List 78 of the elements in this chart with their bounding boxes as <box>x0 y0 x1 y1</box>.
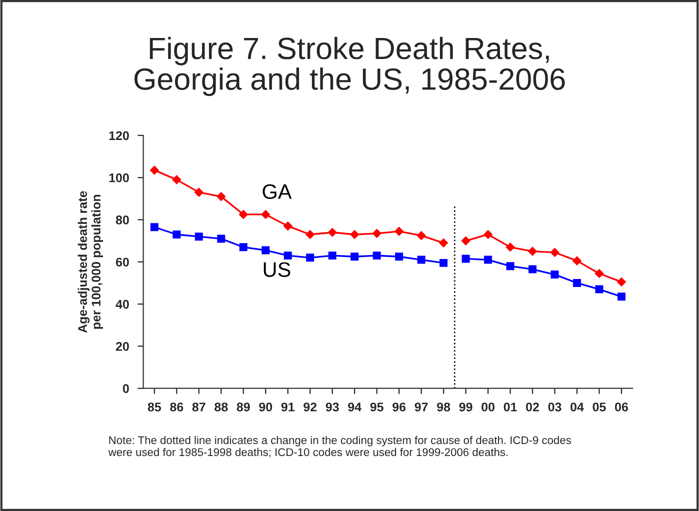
point <box>172 175 182 184</box>
point <box>484 256 492 264</box>
y-tick-label: 80 <box>116 216 129 224</box>
point <box>306 230 315 239</box>
point <box>350 230 360 239</box>
x-tick-label: 93 <box>326 402 339 412</box>
point <box>150 166 159 175</box>
point <box>216 192 226 201</box>
y-tick-label: 40 <box>116 300 129 309</box>
point <box>261 210 270 219</box>
x-tick-label: 92 <box>304 402 317 412</box>
point <box>283 222 292 231</box>
point <box>506 242 515 252</box>
point <box>262 246 270 254</box>
point <box>440 258 448 267</box>
x-tick-label: 01 <box>504 402 517 412</box>
series-label: US <box>264 262 290 277</box>
point <box>484 230 492 239</box>
point <box>417 256 426 264</box>
point <box>395 252 404 261</box>
point <box>217 234 226 243</box>
point <box>572 256 582 266</box>
x-tick-label: 88 <box>214 402 228 412</box>
point <box>328 252 336 260</box>
point <box>573 278 581 287</box>
x-tick-label: 91 <box>281 402 294 412</box>
point <box>328 228 337 237</box>
point <box>372 228 382 238</box>
point <box>239 243 248 252</box>
x-tick-label: 03 <box>548 402 562 412</box>
x-tick-label: 00 <box>482 402 494 412</box>
point <box>506 262 514 270</box>
x-tick-label: 90 <box>259 402 272 412</box>
x-tick-label: 89 <box>236 402 250 412</box>
point <box>350 252 359 261</box>
point <box>416 231 426 240</box>
x-tick-label: 95 <box>370 402 384 412</box>
x-tick-label: 97 <box>414 402 428 412</box>
point <box>461 236 470 246</box>
y-tick-label: 20 <box>116 342 129 351</box>
x-tick-label: 87 <box>192 402 206 412</box>
text: Note: The dotted line indicates a change in the coding system for cause of death. ICD-9 codes were used for 1985-1998 deaths; ICD-10 codes were used for 1999-2006 deaths. <box>108 436 571 458</box>
point <box>550 270 559 279</box>
point <box>394 226 404 236</box>
chart-title: Figure 7. Stroke Death Rates, Georgia and the US, 1985-2006 <box>134 36 565 96</box>
point <box>172 230 181 238</box>
y-tick-label: 0 <box>122 384 129 394</box>
point <box>150 223 158 232</box>
y-tick-label: 60 <box>116 258 129 267</box>
point <box>528 246 537 256</box>
x-tick-label: 86 <box>170 402 184 412</box>
point <box>306 254 314 262</box>
x-tick-label: 04 <box>570 402 584 412</box>
point <box>550 248 560 257</box>
point <box>372 252 381 260</box>
point <box>462 254 470 263</box>
point <box>284 252 292 260</box>
point <box>238 210 248 219</box>
x-tick-label: 99 <box>459 402 472 412</box>
point <box>617 292 626 301</box>
point <box>528 265 537 274</box>
y-axis-title: Age-adjusted death rate per 100,000 population <box>78 191 103 333</box>
x-tick-label: 85 <box>148 402 162 412</box>
y-tick-label: 100 <box>109 173 129 182</box>
x-tick-label: 96 <box>392 402 406 412</box>
x-tick-label: 02 <box>526 402 539 412</box>
point <box>194 232 203 241</box>
y-tick-label: 120 <box>109 131 129 140</box>
x-tick-label: 94 <box>348 402 362 412</box>
point <box>617 277 626 286</box>
x-tick-label: 98 <box>437 402 450 412</box>
point <box>594 269 604 278</box>
x-tick-label: 05 <box>592 402 606 412</box>
point <box>439 238 448 248</box>
point <box>194 188 204 197</box>
point <box>595 285 604 294</box>
x-tick-label: 06 <box>615 402 628 412</box>
series-label: GA <box>262 184 292 199</box>
